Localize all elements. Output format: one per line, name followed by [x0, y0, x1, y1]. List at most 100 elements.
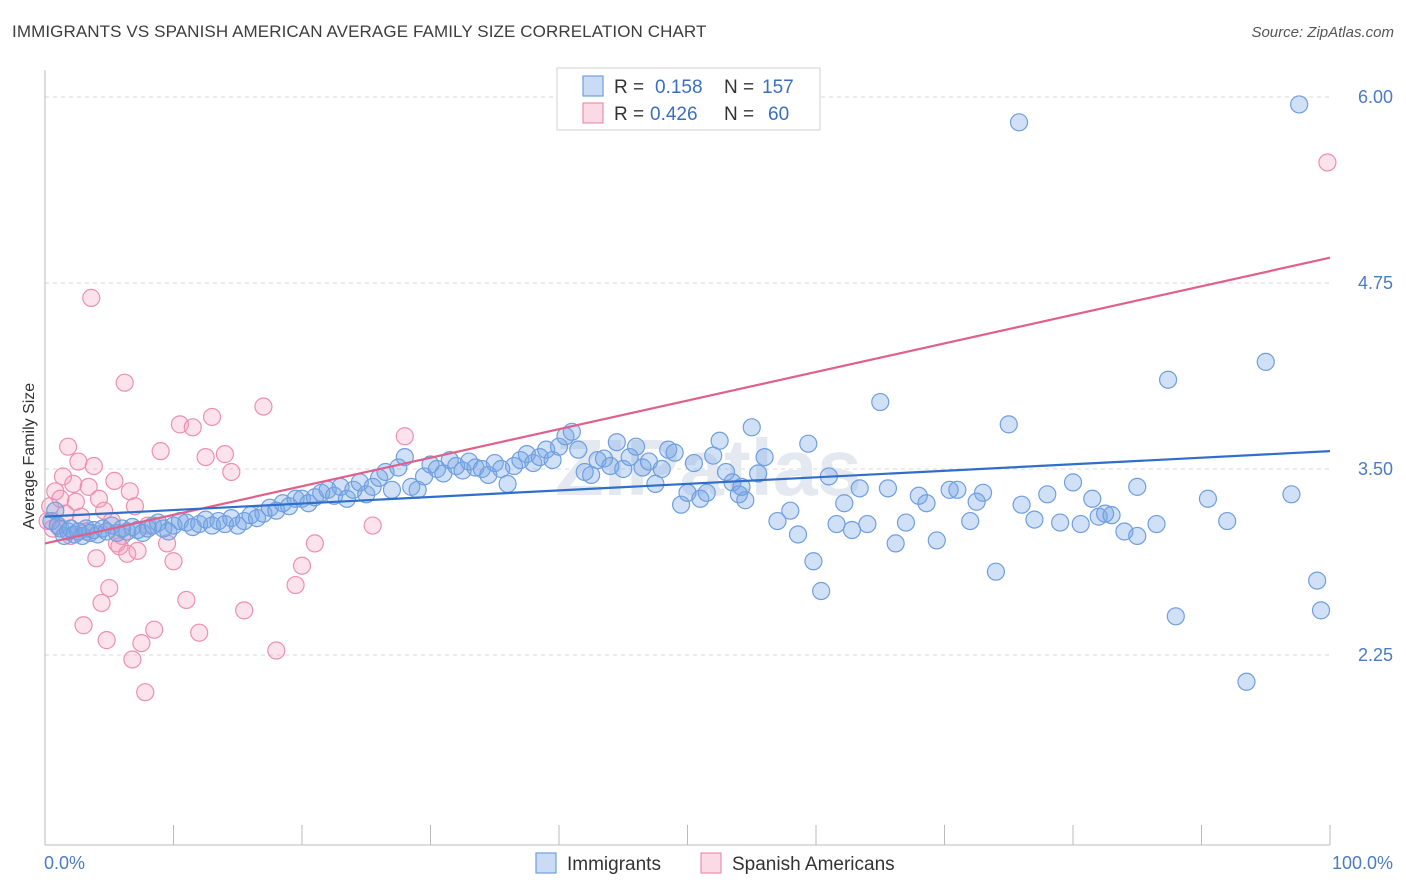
point-spanish-20	[89, 489, 109, 508]
point-spanish-26	[105, 471, 124, 491]
y-tick-labels: 2.25 3.50 4.75 6.00	[1358, 87, 1393, 665]
legend-box: R = 0.158 N = 157 R = 0.426 N = 60	[556, 67, 821, 131]
point-spanish-52	[267, 641, 286, 660]
point-immigrants-152	[1083, 489, 1102, 508]
bottom-legend-swatch-immigrants	[535, 852, 557, 874]
source-credit: Source: ZipAtlas.com	[1251, 24, 1394, 41]
point-spanish-40	[151, 442, 170, 461]
legend-swatch-immigrants	[582, 75, 604, 97]
point-immigrants-165	[1282, 485, 1301, 504]
point-immigrants-97	[607, 433, 626, 452]
point-spanish-33	[123, 650, 142, 669]
point-immigrants-146	[1012, 495, 1031, 514]
point-immigrants-136	[896, 513, 916, 532]
point-immigrants-100	[626, 437, 646, 456]
point-immigrants-137	[909, 486, 928, 505]
point-immigrants-149	[1051, 513, 1070, 532]
x-tick-labels: 0.0% 100.0%	[44, 853, 1393, 873]
point-spanish-54	[292, 556, 312, 575]
point-spanish-49	[215, 445, 234, 464]
point-spanish-42	[164, 552, 183, 571]
point-immigrants-109	[684, 453, 704, 473]
point-spanish-17	[82, 288, 101, 307]
legend-r-label: R =	[614, 77, 644, 98]
series-immigrants	[42, 95, 1331, 691]
point-spanish-19	[87, 549, 106, 568]
point-immigrants-141	[948, 480, 967, 499]
point-immigrants-155	[1102, 506, 1121, 525]
legend-n-value-immigrants: 157	[762, 77, 794, 98]
point-spanish-48	[202, 407, 222, 427]
point-immigrants-132	[858, 514, 877, 534]
point-immigrants-133	[871, 392, 890, 412]
point-spanish-12	[69, 452, 88, 471]
point-immigrants-142	[961, 511, 980, 531]
point-immigrants-120	[755, 447, 774, 467]
point-immigrants-151	[1071, 514, 1090, 534]
legend-n-label-2: N =	[724, 104, 754, 125]
point-immigrants-62	[382, 480, 402, 499]
point-immigrants-55	[337, 489, 357, 508]
point-spanish-50	[235, 601, 254, 620]
point-spanish-6	[53, 467, 73, 486]
point-immigrants-144	[986, 562, 1006, 581]
point-spanish-57	[395, 427, 414, 446]
point-immigrants-95	[594, 449, 614, 468]
point-immigrants-148	[1038, 485, 1057, 504]
point-spanish-28	[110, 537, 129, 556]
point-immigrants-160	[1158, 370, 1178, 389]
point-spanish-59	[1318, 153, 1337, 172]
point-spanish-8	[59, 437, 78, 456]
chart-title: IMMIGRANTS VS SPANISH AMERICAN AVERAGE F…	[12, 22, 707, 41]
axes	[44, 70, 1331, 846]
point-immigrants-159	[1166, 607, 1185, 626]
point-spanish-23	[97, 631, 116, 650]
point-spanish-30	[115, 373, 134, 392]
point-immigrants-171	[967, 492, 986, 511]
point-spanish-36	[132, 633, 151, 653]
point-spanish-44	[177, 590, 196, 610]
point-spanish-51	[254, 397, 273, 416]
point-immigrants-138	[917, 494, 936, 513]
point-immigrants-106	[665, 443, 684, 462]
point-immigrants-169	[1009, 113, 1029, 132]
point-spanish-58	[222, 462, 241, 482]
point-immigrants-104	[652, 459, 671, 479]
point-immigrants-145	[999, 415, 1018, 434]
point-immigrants-27	[159, 522, 178, 541]
point-immigrants-58	[357, 485, 376, 504]
point-immigrants-130	[842, 520, 862, 540]
point-immigrants-168	[1290, 95, 1309, 114]
point-immigrants-117	[736, 491, 755, 510]
point-immigrants-80	[498, 474, 517, 493]
point-immigrants-129	[835, 494, 854, 513]
point-immigrants-118	[742, 418, 761, 437]
point-immigrants-157	[1128, 477, 1147, 496]
point-immigrants-99	[620, 447, 639, 467]
point-immigrants-161	[1198, 489, 1218, 508]
point-spanish-16	[79, 477, 98, 496]
point-immigrants-164	[1256, 352, 1275, 371]
y-axis-label: Average Family Size	[21, 383, 38, 530]
point-spanish-46	[190, 623, 209, 642]
gridlines	[45, 96, 1330, 656]
point-spanish-10	[64, 474, 83, 493]
point-immigrants-91	[569, 440, 588, 459]
legend-swatch-spanish	[582, 102, 604, 124]
x-tick-label-0: 0.0%	[44, 853, 85, 873]
point-immigrants-114	[716, 462, 736, 482]
legend-r-value-immigrants: 0.158	[655, 77, 703, 98]
bottom-legend-spanish: Spanish Americans	[732, 854, 895, 875]
point-immigrants-170	[1128, 526, 1147, 546]
point-spanish-18	[84, 456, 103, 476]
point-immigrants-134	[878, 479, 898, 498]
point-spanish-24	[100, 578, 119, 598]
legend-n-value-spanish: 60	[768, 104, 789, 125]
point-spanish-35	[128, 541, 147, 560]
point-spanish-55	[305, 534, 324, 553]
point-immigrants-172	[732, 477, 751, 496]
point-immigrants-143	[973, 483, 993, 502]
point-immigrants-123	[788, 525, 808, 544]
point-immigrants-135	[886, 534, 905, 553]
